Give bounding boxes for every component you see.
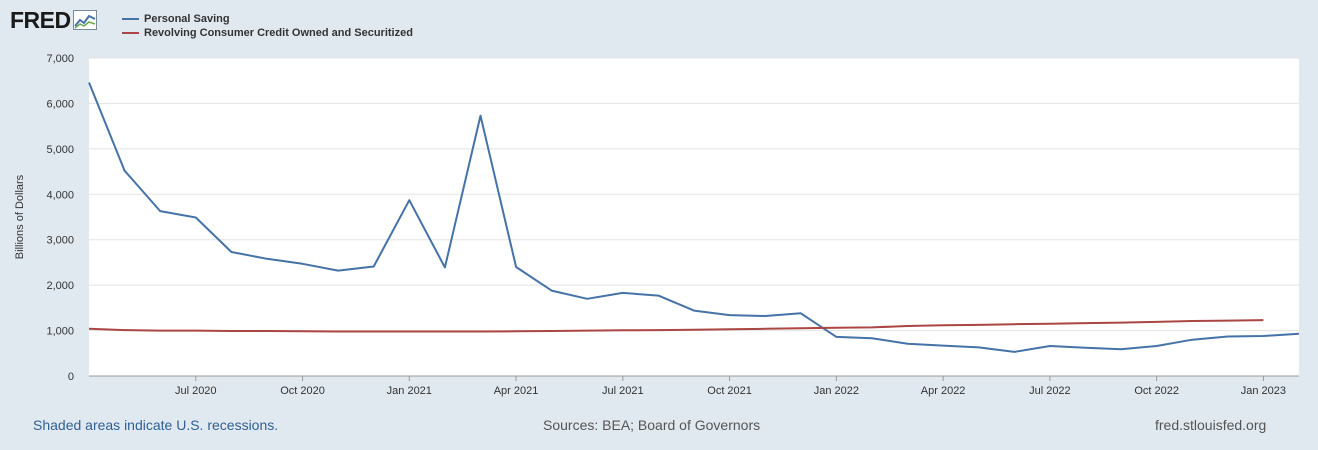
plot-background — [89, 58, 1299, 376]
x-tick-label: Jan 2021 — [387, 385, 432, 397]
x-tick-label: Jul 2021 — [602, 385, 644, 397]
y-tick-label: 0 — [68, 371, 74, 383]
site-url[interactable]: fred.stlouisfed.org — [1155, 417, 1267, 433]
line-chart: 0 1,000 2,000 3,000 4,000 5,000 6,000 7,000 Jul… — [14, 53, 1300, 397]
x-tick-label: Jan 2023 — [1241, 385, 1286, 397]
x-tick-label: Jul 2022 — [1029, 385, 1071, 397]
series-line-personal-saving[interactable] — [88, 82, 1300, 353]
series-line-revolving-credit[interactable] — [88, 319, 1264, 333]
legend-label: Revolving Consumer Credit Owned and Secu… — [144, 27, 413, 39]
y-tick-label: 2,000 — [46, 280, 74, 292]
y-axis-label: Billions of Dollars — [14, 174, 26, 259]
chart-legend: Personal Saving Revolving Consumer Credi… — [122, 12, 413, 40]
legend-swatch — [122, 32, 139, 34]
y-tick-label: 5,000 — [46, 144, 74, 156]
legend-item-revolving-credit[interactable]: Revolving Consumer Credit Owned and Secu… — [122, 26, 413, 40]
fred-logo[interactable]: FRED — [10, 6, 97, 34]
line-chart-icon — [72, 10, 97, 30]
y-tick-label: 1,000 — [46, 326, 74, 338]
legend-item-personal-saving[interactable]: Personal Saving — [122, 12, 413, 26]
y-tick-label: 7,000 — [46, 53, 74, 65]
x-tick-label: Jan 2022 — [814, 385, 859, 397]
legend-swatch — [122, 18, 139, 20]
x-tick-label: Oct 2022 — [1134, 385, 1179, 397]
legend-label: Personal Saving — [144, 13, 230, 25]
logo-text: FRED — [10, 7, 71, 33]
y-tick-label: 3,000 — [46, 235, 74, 247]
y-tick-label: 4,000 — [46, 189, 74, 201]
x-tick-label: Jul 2020 — [175, 385, 217, 397]
x-tick-label: Apr 2022 — [921, 385, 966, 397]
x-tick-label: Oct 2020 — [280, 385, 325, 397]
x-tick-label: Apr 2021 — [494, 385, 539, 397]
y-tick-label: 6,000 — [46, 98, 74, 110]
recession-note[interactable]: Shaded areas indicate U.S. recessions. — [33, 417, 279, 433]
sources-text: Sources: BEA; Board of Governors — [543, 417, 761, 433]
x-tick-label: Oct 2021 — [707, 385, 752, 397]
